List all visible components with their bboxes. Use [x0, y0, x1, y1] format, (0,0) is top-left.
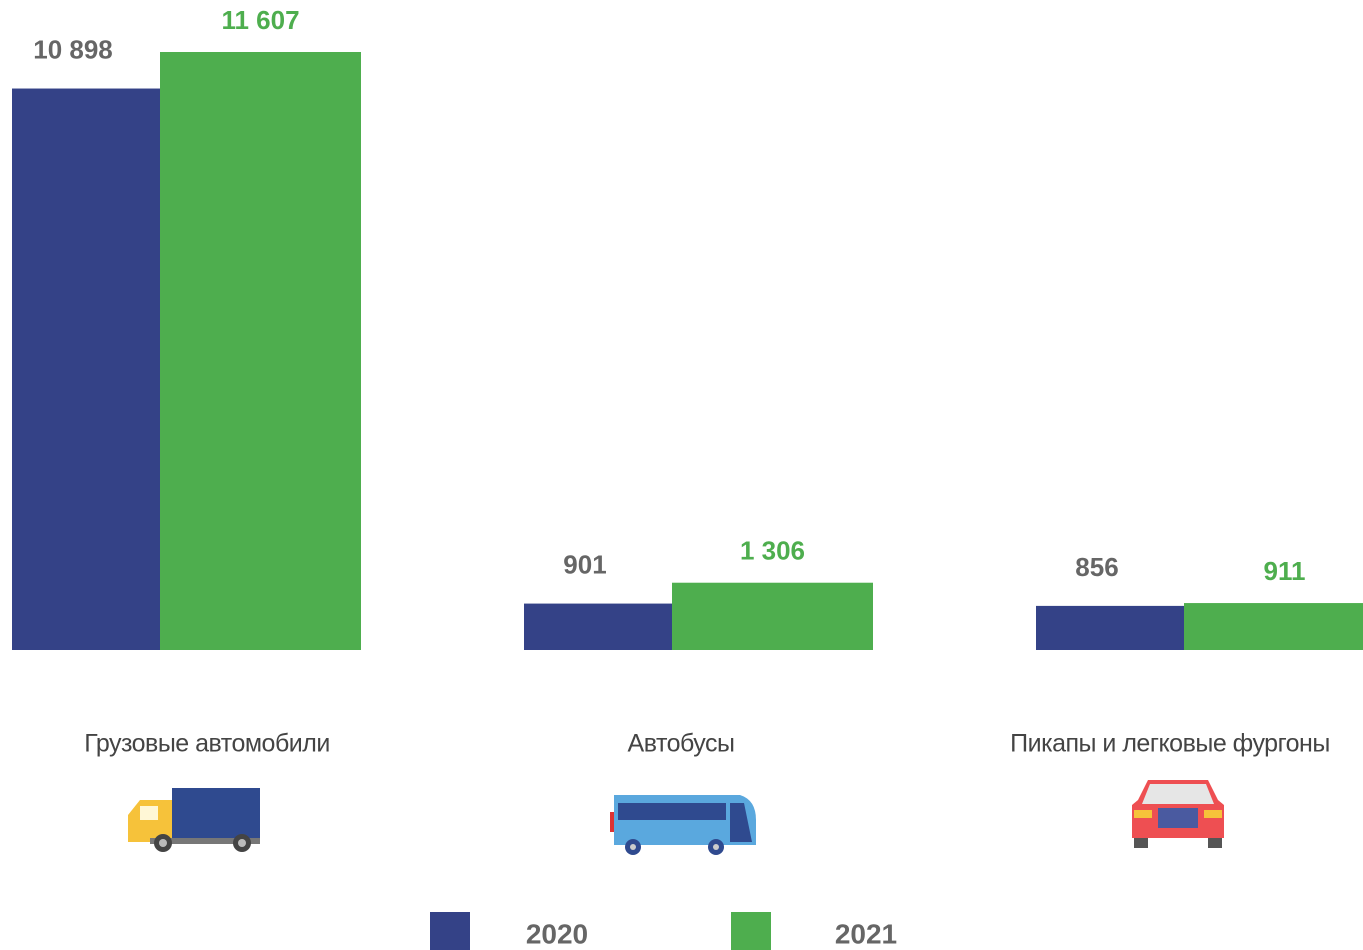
legend-swatch [731, 912, 771, 950]
value-label: 901 [563, 549, 606, 579]
category-label: Пикапы и легковые фургоны [1010, 730, 1330, 758]
bar [160, 52, 361, 650]
truck-icon [128, 788, 260, 852]
bar [1184, 603, 1363, 650]
car-icon [1132, 780, 1224, 848]
category-label: Грузовые автомобили [84, 730, 330, 758]
value-label: 856 [1075, 552, 1118, 582]
category-label: Автобусы [628, 730, 735, 758]
bus-icon [610, 795, 756, 855]
legend-label: 2020 [526, 918, 588, 949]
value-label: 11 607 [221, 5, 299, 35]
value-label: 10 898 [33, 34, 113, 64]
bar [524, 603, 672, 650]
bar [672, 582, 873, 650]
bar [1036, 605, 1184, 650]
legend-swatch [430, 912, 470, 950]
legend-label: 2021 [835, 918, 897, 949]
bar [12, 88, 160, 650]
value-label: 1 306 [740, 536, 805, 566]
value-label: 911 [1264, 556, 1306, 586]
